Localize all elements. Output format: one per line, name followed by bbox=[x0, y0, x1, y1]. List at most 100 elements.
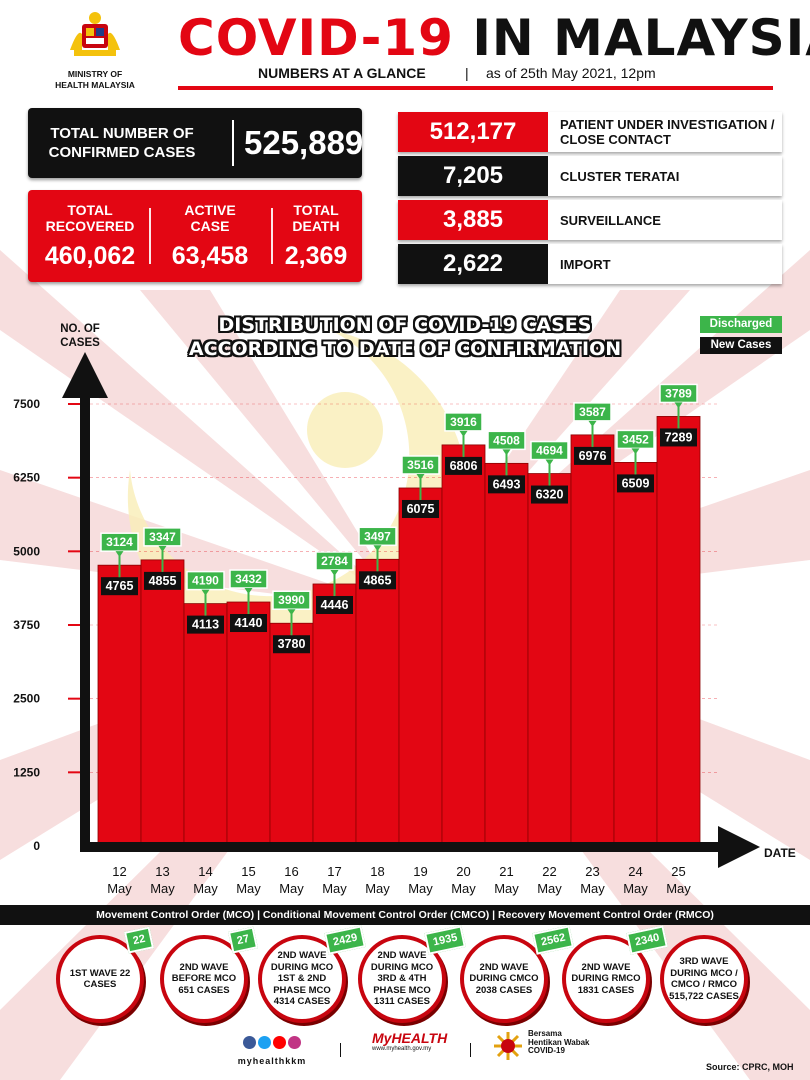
new-cases-label: 6075 bbox=[407, 502, 435, 516]
x-axis-arrow bbox=[718, 826, 760, 868]
y-tick-label: 5000 bbox=[13, 544, 40, 558]
discharged-pointer bbox=[115, 551, 124, 558]
category-value: 2,622 bbox=[398, 244, 548, 284]
discharged-pointer bbox=[287, 609, 296, 616]
divider bbox=[271, 208, 273, 264]
discharged-pointer bbox=[631, 448, 640, 455]
death-value: 2,369 bbox=[284, 242, 348, 270]
bar-chart: 0 1250 2500 3750 5000 6250 7500 4765 3124 4855 33… bbox=[13, 352, 760, 896]
y-axis-label: NO. OF CASES bbox=[60, 323, 100, 349]
recovered-label: TOTAL RECOVERED bbox=[45, 202, 135, 234]
discharged-pointer bbox=[373, 545, 382, 552]
confirmed-cases-box: TOTAL NUMBER OF CONFIRMED CASES 525,889 bbox=[28, 108, 363, 178]
new-cases-label-box bbox=[445, 456, 482, 475]
discharged-label: 3497 bbox=[364, 529, 391, 543]
discharged-label: 3516 bbox=[407, 458, 434, 472]
y-tick-label: 2500 bbox=[13, 692, 40, 706]
category-row: 7,205 CLUSTER TERATAI bbox=[398, 156, 782, 196]
discharged-pointer bbox=[674, 402, 683, 409]
discharged-label: 3347 bbox=[149, 530, 176, 544]
discharged-label: 3432 bbox=[235, 572, 262, 586]
new-cases-label-box bbox=[660, 428, 697, 447]
new-cases-label-box bbox=[230, 614, 267, 633]
category-row: 2,622 IMPORT bbox=[398, 244, 782, 284]
new-cases-label-box bbox=[574, 446, 611, 465]
y-axis-arrow bbox=[62, 352, 108, 398]
active-stat: ACTIVE CASE 63,458 bbox=[152, 202, 268, 271]
chart-title: DISTRIBUTION OF COVID-19 CASES ACCORDING… bbox=[150, 313, 660, 361]
new-cases-label: 4865 bbox=[364, 573, 392, 587]
wave-circle: 2ND WAVE DURING MCO 3RD & 4TH PHASE MCO … bbox=[358, 935, 446, 1023]
category-label: CLUSTER TERATAI bbox=[550, 156, 782, 196]
discharged-pointer bbox=[330, 569, 339, 576]
virus-icon bbox=[494, 1032, 522, 1060]
malaysia-crest-icon bbox=[70, 12, 120, 56]
new-cases-label-box bbox=[187, 615, 224, 634]
recovered-value: 460,062 bbox=[44, 242, 136, 270]
ministry-logo: MINISTRY OF HEALTH MALAYSIA bbox=[50, 10, 140, 100]
y-tick-label: 6250 bbox=[13, 471, 40, 485]
new-cases-label: 4855 bbox=[149, 574, 177, 588]
new-cases-label-box bbox=[359, 571, 396, 590]
new-cases-label-box bbox=[488, 475, 525, 494]
facebook-icon[interactable] bbox=[243, 1036, 256, 1049]
bar-new-cases bbox=[398, 487, 443, 847]
discharged-pointer bbox=[588, 420, 597, 427]
twitter-icon[interactable] bbox=[258, 1036, 271, 1049]
new-cases-label: 6509 bbox=[622, 476, 650, 490]
recovered-stat: TOTAL RECOVERED 460,062 bbox=[34, 202, 146, 271]
myhealth-url: www.myhealth.gov.my bbox=[372, 1046, 432, 1052]
category-label: PATIENT UNDER INVESTIGATION / CLOSE CONT… bbox=[550, 112, 782, 152]
new-cases-label: 4113 bbox=[192, 618, 219, 632]
x-tick-day: 21 bbox=[499, 864, 513, 879]
discharged-pointer bbox=[502, 449, 511, 456]
x-tick-month: May bbox=[537, 881, 562, 896]
bar-new-cases bbox=[613, 462, 658, 847]
wave-circle: 2ND WAVE DURING CMCO 2038 CASES bbox=[460, 935, 548, 1023]
bar-new-cases bbox=[312, 583, 357, 847]
discharged-label: 3990 bbox=[278, 593, 305, 607]
discharged-label: 2784 bbox=[321, 554, 348, 568]
bar-new-cases bbox=[527, 473, 572, 847]
category-value: 7,205 bbox=[398, 156, 548, 196]
x-tick-day: 16 bbox=[284, 864, 298, 879]
x-tick-month: May bbox=[236, 881, 261, 896]
x-tick-day: 14 bbox=[198, 864, 212, 879]
subtitle: NUMBERS AT A GLANCE bbox=[258, 65, 426, 81]
x-tick-day: 17 bbox=[327, 864, 341, 879]
wave-circle: 1ST WAVE 22 CASES bbox=[56, 935, 144, 1023]
x-tick-month: May bbox=[365, 881, 390, 896]
new-cases-label: 3780 bbox=[278, 637, 306, 651]
bar-new-cases bbox=[97, 564, 142, 847]
subtitle-separator: | bbox=[465, 65, 469, 81]
social-media: myhealthkkm bbox=[232, 1036, 312, 1066]
x-tick-day: 13 bbox=[155, 864, 169, 879]
active-value: 63,458 bbox=[171, 242, 249, 270]
new-cases-label: 4765 bbox=[106, 579, 134, 593]
instagram-icon[interactable] bbox=[288, 1036, 301, 1049]
bar-new-cases bbox=[269, 622, 314, 847]
discharged-pointer bbox=[459, 430, 468, 437]
x-tick-month: May bbox=[580, 881, 605, 896]
new-cases-label-box bbox=[402, 499, 439, 518]
divider bbox=[149, 208, 151, 264]
chart-title-line2: ACCORDING TO DATE OF CONFIRMATION bbox=[188, 338, 622, 360]
mco-legend-bar: Movement Control Order (MCO) | Condition… bbox=[0, 905, 810, 925]
bar-new-cases bbox=[226, 601, 271, 847]
death-label: TOTAL DEATH bbox=[292, 202, 340, 234]
death-stat: TOTAL DEATH 2,369 bbox=[274, 202, 358, 271]
ministry-name: MINISTRY OF HEALTH MALAYSIA bbox=[55, 69, 135, 90]
confirmed-label: TOTAL NUMBER OF CONFIRMED CASES bbox=[48, 125, 196, 161]
x-tick-day: 19 bbox=[413, 864, 427, 879]
new-cases-label-box bbox=[316, 595, 353, 614]
report-date: as of 25th May 2021, 12pm bbox=[486, 65, 656, 81]
x-tick-month: May bbox=[322, 881, 347, 896]
discharged-label: 4694 bbox=[536, 444, 563, 458]
youtube-icon[interactable] bbox=[273, 1036, 286, 1049]
bar-new-cases bbox=[183, 603, 228, 847]
new-cases-label-box bbox=[531, 485, 568, 504]
discharged-pointer bbox=[158, 545, 167, 552]
discharged-label: 3587 bbox=[579, 405, 606, 419]
social-handle: myhealthkkm bbox=[237, 1056, 307, 1066]
wave-circle: 3RD WAVE DURING MCO / CMCO / RMCO 515,72… bbox=[660, 935, 748, 1023]
